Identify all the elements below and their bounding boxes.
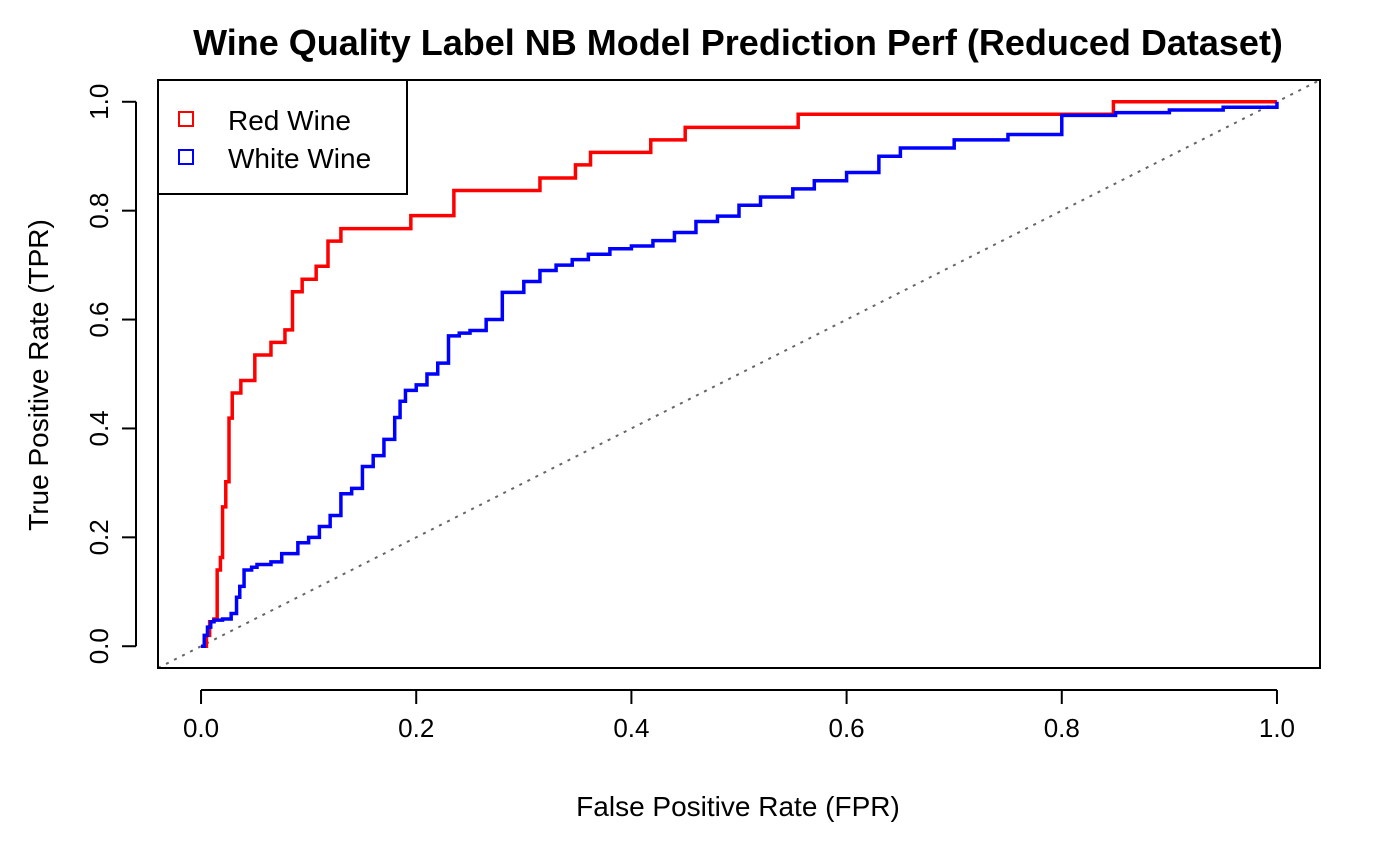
legend: Red Wine White Wine: [157, 79, 408, 195]
y-tick-label: 0.2: [84, 519, 114, 555]
legend-swatch-red-wine: [178, 111, 194, 127]
reference-diagonal-line: [157, 79, 1321, 669]
x-tick-label: 0.8: [1044, 713, 1080, 743]
y-tick-label: 0.8: [84, 193, 114, 229]
legend-box: [157, 79, 408, 195]
x-tick-label: 1.0: [1259, 713, 1295, 743]
y-tick-label: 0.6: [84, 301, 114, 337]
x-axis-title: False Positive Rate (FPR): [576, 791, 900, 822]
plot-frame: [157, 79, 1321, 669]
legend-swatch-white-wine: [178, 149, 194, 165]
plot-area: [157, 79, 1321, 669]
legend-label-white-wine: White Wine: [228, 143, 371, 174]
x-tick-label: 0.6: [829, 713, 865, 743]
y-tick-label: 0.4: [84, 410, 114, 446]
x-tick-label: 0.0: [183, 713, 219, 743]
y-axis: 0.0 0.2 0.4 0.6 0.8 1.0: [84, 84, 137, 664]
legend-label-red-wine: Red Wine: [228, 105, 351, 136]
x-axis: 0.0 0.2 0.4 0.6 0.8 1.0: [183, 689, 1295, 743]
x-tick-label: 0.2: [398, 713, 434, 743]
y-axis-title: True Positive Rate (TPR): [23, 219, 54, 531]
chart-title: Wine Quality Label NB Model Prediction P…: [193, 22, 1283, 63]
y-tick-label: 0.0: [84, 628, 114, 664]
series-line-red-wine: [201, 100, 1277, 648]
series-line-white-wine: [201, 101, 1279, 648]
x-tick-label: 0.4: [613, 713, 649, 743]
y-tick-label: 1.0: [84, 84, 114, 120]
